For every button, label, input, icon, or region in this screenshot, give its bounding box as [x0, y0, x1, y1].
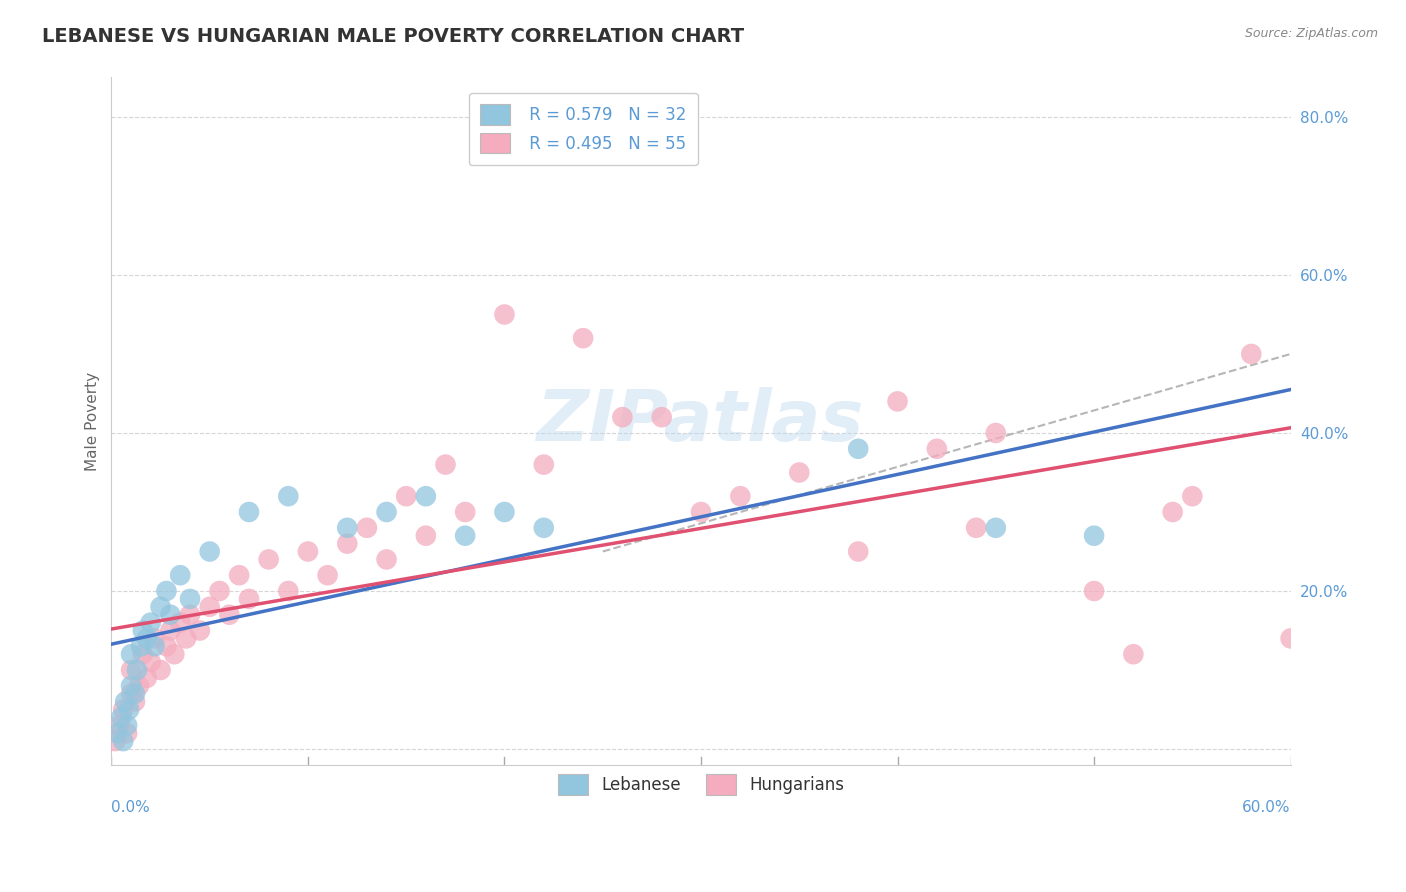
Point [297, 544, 319, 558]
Point [434, 458, 457, 472]
Point [120, 663, 142, 677]
Point [1122, 647, 1144, 661]
Y-axis label: Male Poverty: Male Poverty [86, 372, 100, 471]
Point [105, 726, 128, 740]
Point [169, 615, 191, 630]
Text: 60.0%: 60.0% [1241, 799, 1291, 814]
Point [115, 726, 138, 740]
Point [1181, 489, 1204, 503]
Point [129, 640, 152, 654]
Point [533, 521, 555, 535]
Point [179, 607, 201, 622]
Point [494, 308, 516, 322]
Point [690, 505, 713, 519]
Point [730, 489, 752, 503]
Text: ZIPatlas: ZIPatlas [537, 386, 865, 456]
Point [155, 584, 177, 599]
Point [124, 687, 146, 701]
Point [238, 505, 260, 519]
Point [984, 521, 1007, 535]
Point [120, 687, 142, 701]
Point [118, 702, 141, 716]
Point [179, 591, 201, 606]
Point [149, 599, 172, 614]
Point [984, 425, 1007, 440]
Point [132, 624, 155, 638]
Point [375, 552, 398, 566]
Text: Source: ZipAtlas.com: Source: ZipAtlas.com [1244, 27, 1378, 40]
Point [198, 544, 221, 558]
Point [1083, 584, 1105, 599]
Point [415, 489, 437, 503]
Point [454, 505, 477, 519]
Point [533, 458, 555, 472]
Point [886, 394, 908, 409]
Point [163, 647, 186, 661]
Point [846, 544, 869, 558]
Point [104, 734, 127, 748]
Point [132, 647, 155, 661]
Point [112, 702, 135, 716]
Point [238, 591, 260, 606]
Text: LEBANESE VS HUNGARIAN MALE POVERTY CORRELATION CHART: LEBANESE VS HUNGARIAN MALE POVERTY CORRE… [42, 27, 744, 45]
Point [120, 647, 142, 661]
Point [188, 624, 211, 638]
Point [228, 568, 250, 582]
Point [316, 568, 339, 582]
Point [198, 599, 221, 614]
Text: 0.0%: 0.0% [111, 799, 150, 814]
Point [143, 632, 166, 646]
Point [110, 710, 132, 724]
Point [277, 489, 299, 503]
Point [128, 679, 150, 693]
Point [149, 663, 172, 677]
Point [787, 466, 810, 480]
Point [208, 584, 231, 599]
Point [169, 568, 191, 582]
Point [846, 442, 869, 456]
Point [277, 584, 299, 599]
Point [454, 529, 477, 543]
Point [135, 632, 157, 646]
Point [108, 718, 131, 732]
Point [218, 607, 240, 622]
Point [143, 640, 166, 654]
Point [155, 640, 177, 654]
Point [120, 679, 142, 693]
Point [257, 552, 280, 566]
Point [125, 663, 148, 677]
Point [1279, 632, 1302, 646]
Point [651, 410, 673, 425]
Point [336, 536, 359, 550]
Point [112, 734, 135, 748]
Point [1240, 347, 1263, 361]
Point [925, 442, 948, 456]
Point [612, 410, 634, 425]
Point [139, 615, 162, 630]
Point [572, 331, 595, 345]
Point [114, 695, 136, 709]
Point [115, 718, 138, 732]
Point [494, 505, 516, 519]
Point [1161, 505, 1184, 519]
Point [395, 489, 418, 503]
Point [139, 655, 162, 669]
Point [375, 505, 398, 519]
Point [174, 632, 197, 646]
Point [135, 671, 157, 685]
Point [965, 521, 987, 535]
Legend: Lebanese, Hungarians: Lebanese, Hungarians [548, 764, 855, 805]
Point [124, 695, 146, 709]
Point [1083, 529, 1105, 543]
Point [415, 529, 437, 543]
Point [336, 521, 359, 535]
Point [356, 521, 378, 535]
Point [159, 624, 181, 638]
Point [159, 607, 181, 622]
